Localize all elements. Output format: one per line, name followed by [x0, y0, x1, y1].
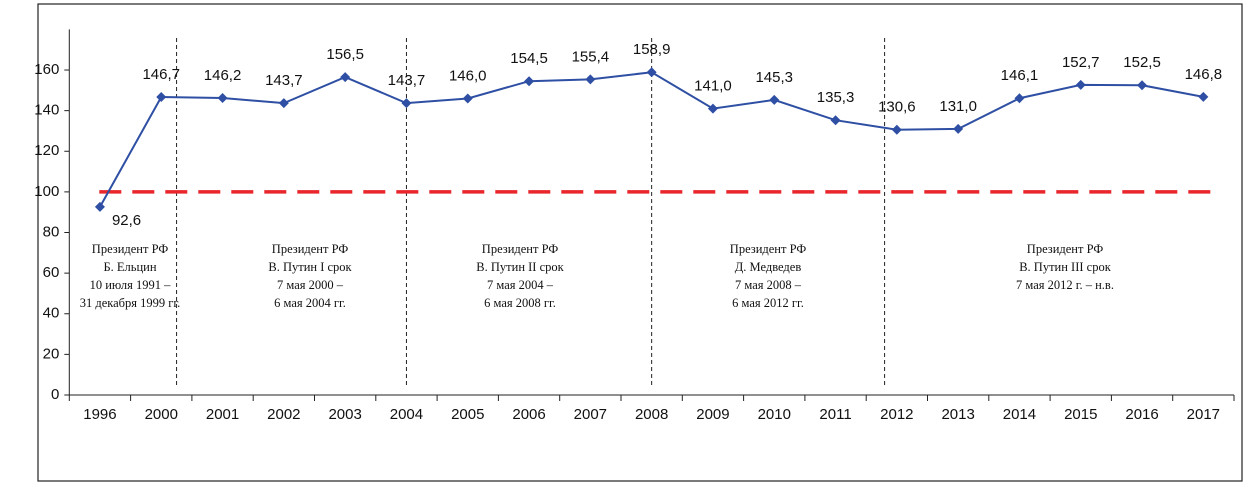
marker: [585, 74, 596, 85]
period-annotation: 6 мая 2012 гг.: [732, 296, 804, 310]
period-annotation: Президент РФ: [272, 242, 349, 256]
period-annotation: Президент РФ: [1027, 242, 1104, 256]
data-label: 145,3: [755, 69, 793, 86]
y-tick-label: 20: [43, 345, 60, 362]
x-tick-label: 2000: [145, 406, 178, 423]
data-label: 141,0: [694, 78, 732, 95]
x-tick-label: 2008: [635, 406, 668, 423]
period-annotation: Д. Медведев: [735, 260, 802, 274]
marker: [156, 92, 167, 103]
period-annotation: 7 мая 2008 –: [735, 278, 802, 292]
x-tick-label: 2016: [1125, 406, 1158, 423]
x-tick-label: 2013: [941, 406, 974, 423]
y-tick-label: 80: [43, 223, 60, 240]
data-label: 158,9: [633, 41, 671, 58]
period-annotation: 31 декабря 1999 гг.: [80, 296, 181, 310]
x-tick-label: 2001: [206, 406, 239, 423]
data-label: 152,5: [1123, 54, 1161, 71]
y-tick-label: 40: [43, 305, 60, 322]
frame: [37, 3, 1243, 482]
marker: [707, 103, 718, 114]
data-label: 135,3: [817, 89, 855, 106]
x-tick-label: 2004: [390, 406, 423, 423]
period-annotation: 6 мая 2004 гг.: [274, 296, 346, 310]
x-tick-label: 2002: [267, 406, 300, 423]
data-label: 131,0: [939, 98, 977, 115]
marker: [524, 76, 535, 87]
period-annotation: Президент РФ: [730, 242, 807, 256]
period-annotation: Президент РФ: [482, 242, 559, 256]
x-tick-label: 2012: [880, 406, 913, 423]
marker: [217, 93, 228, 104]
x-tick-label: 2011: [819, 406, 851, 423]
y-tick-label: 0: [51, 386, 59, 403]
x-tick-label: 2005: [451, 406, 484, 423]
data-label: 146,1: [1001, 67, 1039, 84]
period-annotation: 7 мая 2004 –: [487, 278, 554, 292]
x-tick-label: 2017: [1187, 406, 1220, 423]
period-annotation: В. Путин II срок: [476, 260, 564, 274]
marker: [646, 67, 657, 78]
marker: [830, 115, 841, 126]
x-tick-label: 2015: [1064, 406, 1097, 423]
x-tick-label: 2007: [574, 406, 607, 423]
marker: [1137, 80, 1148, 91]
period-annotation: В. Путин III срок: [1019, 260, 1111, 274]
marker: [1198, 91, 1209, 102]
marker: [94, 201, 105, 212]
x-tick-label: 1996: [83, 406, 116, 423]
marker: [278, 98, 289, 109]
data-label: 152,7: [1062, 54, 1100, 71]
y-tick-label: 100: [34, 183, 59, 200]
data-label: 146,0: [449, 67, 487, 84]
marker: [462, 93, 473, 104]
period-annotation: 7 мая 2000 –: [277, 278, 344, 292]
marker: [953, 123, 964, 134]
data-label: 143,7: [265, 72, 303, 89]
marker: [401, 98, 412, 109]
period-annotation: 7 мая 2012 г. – н.в.: [1016, 278, 1114, 292]
data-label: 143,7: [388, 72, 426, 89]
period-annotation: Б. Ельцин: [103, 260, 156, 274]
marker: [1075, 79, 1086, 90]
data-label: 156,5: [326, 46, 364, 63]
data-label: 92,6: [112, 212, 141, 229]
y-tick-label: 120: [34, 142, 59, 159]
period-annotation: 10 июля 1991 –: [90, 278, 172, 292]
marker: [340, 72, 351, 83]
data-label: 146,7: [142, 66, 180, 83]
y-tick-label: 160: [34, 61, 59, 78]
marker: [1014, 93, 1025, 104]
x-tick-label: 2003: [328, 406, 361, 423]
marker: [769, 94, 780, 105]
data-label: 155,4: [572, 48, 610, 65]
period-annotation: В. Путин I срок: [268, 260, 352, 274]
y-tick-label: 140: [34, 102, 59, 119]
data-label: 146,8: [1185, 66, 1223, 83]
data-label: 130,6: [878, 99, 916, 116]
x-tick-label: 2006: [512, 406, 545, 423]
y-tick-label: 60: [43, 264, 60, 281]
period-annotation: Президент РФ: [92, 242, 169, 256]
data-label: 154,5: [510, 50, 548, 67]
marker: [891, 124, 902, 135]
period-annotation: 6 мая 2008 гг.: [484, 296, 556, 310]
x-tick-label: 2014: [1003, 406, 1036, 423]
x-tick-label: 2009: [696, 406, 729, 423]
data-label: 146,2: [204, 67, 242, 84]
x-tick-label: 2010: [758, 406, 791, 423]
